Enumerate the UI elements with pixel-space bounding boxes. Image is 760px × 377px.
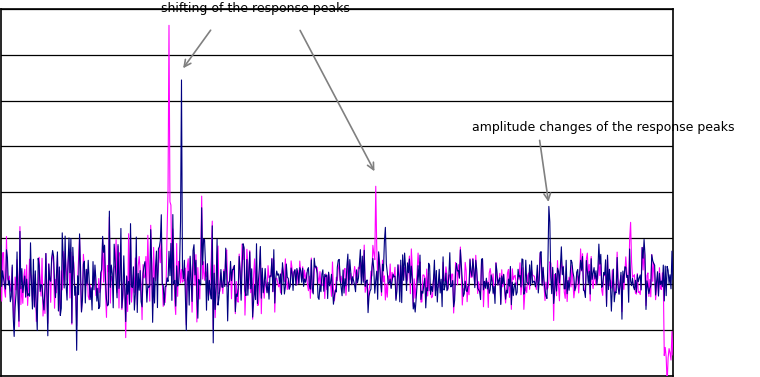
Text: shifting of the response peaks: shifting of the response peaks [161, 2, 350, 15]
Text: amplitude changes of the response peaks: amplitude changes of the response peaks [472, 121, 734, 134]
